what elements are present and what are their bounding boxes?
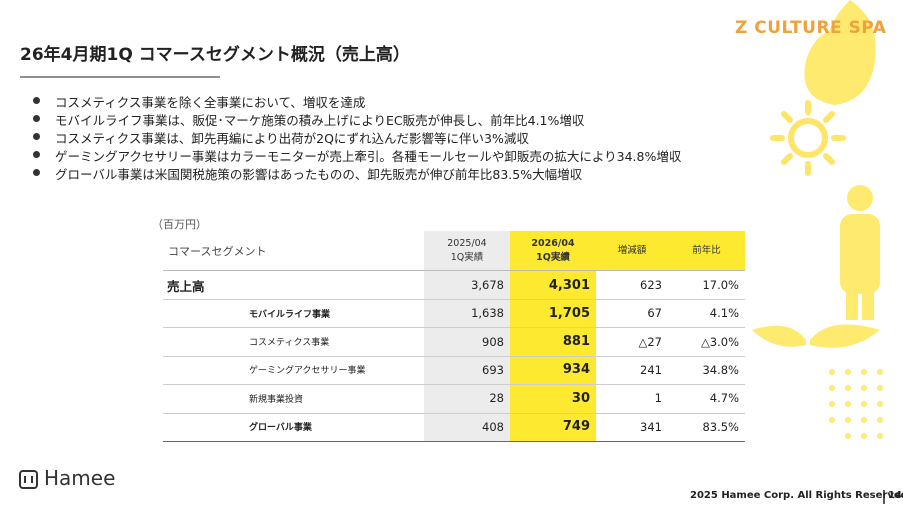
column-highlight [510, 231, 596, 441]
table-cell: 408 [482, 419, 504, 434]
table-cell: 1,705 [548, 305, 590, 321]
table-cell: 241 [640, 362, 662, 377]
table-cell: 881 [562, 334, 590, 350]
header-line: 1Q実績 [536, 251, 570, 263]
rule [163, 327, 745, 329]
table-cell: モバイルライフ事業 [249, 309, 331, 320]
table-cell: 83.5% [702, 419, 739, 434]
page-number: 14 [888, 490, 902, 501]
column-header: 2026/04 1Q実績 [510, 231, 596, 270]
table-cell: 34.8% [702, 362, 739, 377]
table-cell: 1 [654, 391, 662, 406]
bullet: コスメティクス事業を除く全事業において、増収を達成 [55, 95, 366, 110]
table-cell: 30 [571, 390, 590, 406]
bullet-dot [33, 151, 40, 158]
column-header: 2025/04 1Q実績 [424, 231, 510, 270]
brand: Z CULTURE SPA [735, 18, 887, 38]
header-line: 前年比 [692, 244, 721, 256]
rule [163, 270, 745, 271]
table-cell: 4.7% [709, 391, 739, 406]
table-cell: 4,301 [548, 277, 590, 293]
header-line: 2025/04 [447, 237, 487, 249]
table-cell: 28 [489, 391, 504, 406]
table-cell: 749 [562, 419, 590, 435]
table-cell: △27 [638, 334, 662, 349]
column-shade [424, 231, 510, 441]
bullet: ゲーミングアクセサリー事業はカラーモニターが売上牽引。各種モールセールや卸販売の… [55, 149, 682, 164]
rule [163, 384, 745, 386]
rule [163, 355, 745, 357]
header-line: 2026/04 [531, 237, 575, 249]
bullet-dot [33, 115, 40, 122]
table-cell: △3.0% [700, 334, 739, 349]
column-header: 前年比 [668, 231, 745, 270]
table-cell: 1,638 [471, 306, 504, 321]
copyright: 2025 Hamee Corp. All Rights Reserved [690, 490, 903, 501]
bullet-dot [33, 97, 40, 104]
logo: Hamee [44, 466, 116, 490]
column-header: 増減額 [596, 231, 668, 270]
table-cell: 新規事業投資 [249, 394, 304, 405]
table-cell: 693 [482, 362, 504, 377]
segment-header: コマースセグメント [168, 244, 267, 258]
table-cell: 4.1% [709, 306, 739, 321]
header-shade [596, 231, 745, 270]
table-cell: 934 [562, 362, 590, 378]
table-cell: 17.0% [702, 278, 739, 292]
table-cell: 908 [482, 334, 504, 349]
bullet-dot [33, 133, 40, 140]
table-cell: 623 [640, 278, 662, 292]
title: 26年4月期1Q コマースセグメント概況（売上高） [20, 45, 410, 65]
rule [163, 441, 745, 442]
bullet: モバイルライフ事業は、販促･マーケ施策の積み上げによりEC販売が伸長し、前年比4… [55, 113, 585, 128]
table-cell: 売上高 [167, 278, 205, 294]
unit: （百万円） [152, 218, 207, 231]
header-line: 増減額 [617, 244, 647, 256]
table-cell: ゲーミングアクセサリー事業 [249, 366, 366, 377]
bullet: コスメティクス事業は、卸先再編により出荷が2Qにずれ込んだ影響等に伴い3%減収 [55, 131, 529, 146]
table-cell: コスメティクス事業 [249, 338, 330, 349]
table-cell: グローバル事業 [249, 423, 312, 434]
table-cell: 67 [647, 306, 662, 321]
rule [163, 412, 745, 414]
table-cell: 3,678 [471, 278, 504, 292]
rule [163, 299, 745, 300]
bullet: グローバル事業は米国関税施策の影響はあったものの、卸先販売が伸び前年比83.5%… [55, 167, 583, 182]
table-cell: 341 [640, 419, 662, 434]
header-line: 1Q実績 [450, 251, 484, 263]
bullet-dot [33, 169, 40, 176]
